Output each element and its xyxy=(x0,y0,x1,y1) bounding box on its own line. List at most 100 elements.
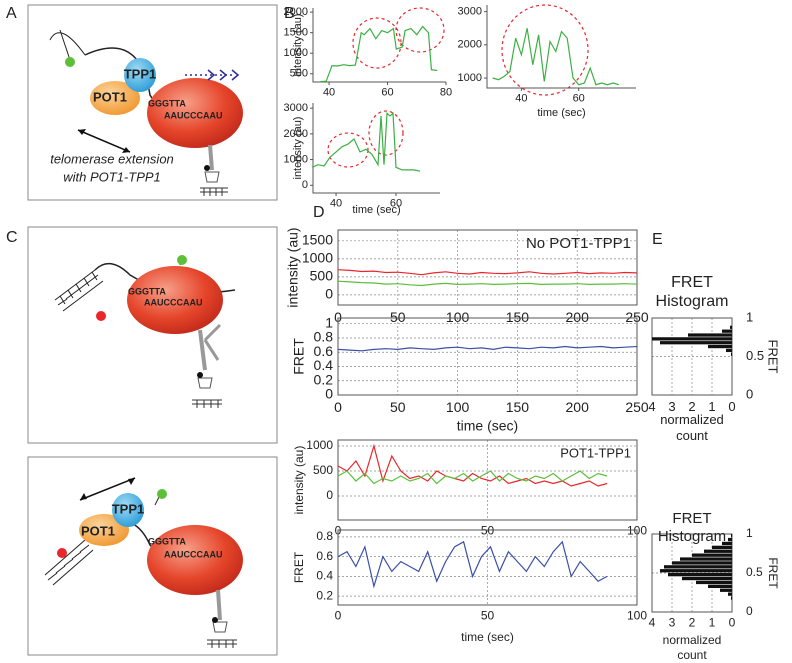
bar xyxy=(680,557,732,561)
panel-label: C xyxy=(6,229,18,246)
diagram-c-bottom: TPP1 POT1 GGGTTA AAUCCCAAU xyxy=(27,456,278,656)
bar xyxy=(688,333,732,337)
x-tick-label: 50 xyxy=(390,309,406,325)
bar xyxy=(664,565,732,569)
x-tick-label: 0 xyxy=(334,399,342,415)
bar xyxy=(731,534,732,538)
bar xyxy=(696,580,732,585)
highlight xyxy=(327,4,589,168)
y-tick-label: 0.8 xyxy=(316,529,333,543)
axis-line xyxy=(486,5,636,89)
protein-label: POT1 xyxy=(81,523,115,538)
x-tick-label: 50 xyxy=(390,399,406,415)
x-axis-label: time (sec) xyxy=(537,107,585,119)
diagram-a: TPP1 POT1 GGGTTA AAUCCCAAU telomerase ex… xyxy=(27,4,278,201)
annotation: No POT1-TPP1 xyxy=(526,235,631,252)
plot-frame xyxy=(337,439,638,521)
trace xyxy=(311,112,421,172)
plot-frame xyxy=(337,317,638,396)
y-tick-label: 1 xyxy=(325,314,333,330)
y-tick-label: 1000 xyxy=(284,47,308,59)
x-tick-label: 100 xyxy=(446,399,470,415)
y-tick-label: 2000 xyxy=(284,6,308,18)
x-tick-label: 4 xyxy=(648,399,655,414)
trace xyxy=(492,28,619,86)
caption: telomerase extension xyxy=(50,151,174,166)
y-tick-label: 2000 xyxy=(458,39,482,51)
y-axis-label: intensity (au) xyxy=(292,117,304,180)
x-tick-label: 80 xyxy=(440,86,452,98)
trace xyxy=(320,25,438,83)
x-axis-label: normalized count xyxy=(663,633,722,662)
x-axis-label: normalized count xyxy=(660,412,724,443)
bar xyxy=(682,576,732,581)
x-tick-label: 100 xyxy=(446,309,470,325)
x-tick-label: 250 xyxy=(625,399,649,415)
x-tick-label: 200 xyxy=(566,399,590,415)
x-tick-label: 50 xyxy=(481,609,495,623)
chart-title: FRET Histogram xyxy=(658,510,726,545)
x-tick-label: 3 xyxy=(668,399,675,414)
y-tick-label: 0.6 xyxy=(316,549,333,563)
plot-frame xyxy=(337,229,638,306)
x-tick-label: 250 xyxy=(625,309,649,325)
axis-line xyxy=(312,103,440,194)
y-tick-label: 1000 xyxy=(306,438,333,452)
dna-label: GGGTTA xyxy=(128,286,166,296)
y-tick-label: 0 xyxy=(746,604,753,618)
plot-frame xyxy=(337,529,638,606)
x-tick-label: 100 xyxy=(627,609,647,623)
y-tick-label: 0 xyxy=(326,488,333,502)
x-tick-label: 40 xyxy=(323,86,335,98)
dna-label: GGGTTA xyxy=(148,98,186,108)
caption: with POT1-TPP1 xyxy=(63,169,161,184)
y-axis-label: intensity (au) xyxy=(285,227,301,307)
y-tick-label: 0 xyxy=(746,386,753,401)
protein-label: POT1 xyxy=(93,89,127,104)
annotation: POT1-TPP1 xyxy=(560,445,631,460)
y-tick-label: 0.4 xyxy=(314,357,334,373)
bar xyxy=(730,325,732,329)
y-axis-label: FRET xyxy=(292,551,306,583)
y-tick-label: 500 xyxy=(310,268,334,284)
y-tick-label: 1000 xyxy=(458,72,482,84)
y-tick-label: 3000 xyxy=(458,6,482,18)
bar xyxy=(728,537,732,542)
y-tick-label: 1000 xyxy=(284,153,308,165)
dna-label: GGGTTA xyxy=(148,536,186,546)
bar xyxy=(652,337,732,341)
y-tick-label: 1 xyxy=(746,526,753,540)
y-tick-label: 0.4 xyxy=(316,569,333,583)
x-tick-label: 0 xyxy=(334,309,342,325)
x-tick-label: 150 xyxy=(506,399,530,415)
bar xyxy=(708,584,732,588)
y-axis-label: intensity (au) xyxy=(292,14,304,77)
trace xyxy=(337,269,638,276)
bar xyxy=(720,588,732,592)
x-tick-label: 200 xyxy=(566,309,590,325)
y-tick-label: 2000 xyxy=(284,128,308,140)
trace xyxy=(337,470,608,485)
y-axis-label: FRET xyxy=(291,338,307,375)
protein-label: TPP1 xyxy=(124,66,157,81)
y-tick-label: 1000 xyxy=(302,250,333,266)
y-tick-label: 500 xyxy=(313,463,333,477)
bar xyxy=(660,569,732,573)
bar xyxy=(668,573,732,577)
trace xyxy=(337,280,638,287)
y-tick-label: 0.2 xyxy=(314,371,334,387)
y-tick-label: 1500 xyxy=(284,27,308,39)
bar xyxy=(708,344,732,349)
x-tick-label: 40 xyxy=(515,92,527,104)
x-tick-label: 2 xyxy=(689,616,696,630)
x-tick-label: 2 xyxy=(688,399,695,414)
bar xyxy=(712,545,732,549)
trace xyxy=(337,345,638,352)
y-tick-label: 0 xyxy=(325,386,333,402)
x-tick-label: 1 xyxy=(708,399,715,414)
panel-label: E xyxy=(652,231,663,248)
y-tick-label: 0.2 xyxy=(316,588,333,602)
x-tick-label: 0 xyxy=(729,616,736,630)
bar xyxy=(726,348,732,353)
bar xyxy=(722,329,732,333)
